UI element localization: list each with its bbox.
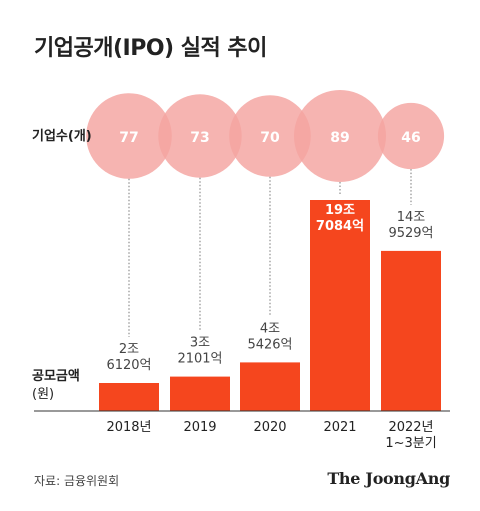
amount-label-billion: 9529억 <box>388 226 433 241</box>
x-tick-label: 2022년 <box>388 420 433 435</box>
amount-bar <box>381 250 441 411</box>
count-circle <box>229 95 311 177</box>
brand-logo: The JoongAng <box>327 469 450 488</box>
count-value: 77 <box>119 130 138 146</box>
amount-bar <box>240 362 300 411</box>
count-value: 70 <box>260 130 280 146</box>
amount-label-trillion: 2조 <box>119 342 139 357</box>
company-count-circles: 77 73 70 89 46 <box>86 90 445 182</box>
count-circle <box>377 102 445 170</box>
amount-bar <box>99 383 159 411</box>
x-tick-label: 1~3분기 <box>385 436 436 451</box>
count-circle <box>158 94 242 178</box>
x-tick-label: 2018년 <box>106 420 151 435</box>
amount-label-billion: 2101억 <box>177 352 222 367</box>
amount-bar <box>170 376 230 411</box>
amount-unit-label: (원) <box>32 387 54 402</box>
amount-label-trillion: 14조 <box>397 210 426 225</box>
x-tick-label: 2019 <box>183 420 216 435</box>
amount-label-trillion: 19조 <box>325 203 355 218</box>
source-note: 자료: 금융위원회 <box>34 474 120 488</box>
amount-label-billion: 7084억 <box>316 219 364 234</box>
count-label: 기업수(개) <box>32 129 92 144</box>
amount-label-billion: 5426억 <box>247 337 292 352</box>
count-value: 73 <box>190 130 209 146</box>
count-circle <box>86 93 172 179</box>
amount-label-trillion: 4조 <box>260 321 280 336</box>
amount-bar <box>310 200 370 411</box>
amount-label-billion: 6120억 <box>106 358 151 373</box>
amount-label-trillion: 3조 <box>190 336 210 351</box>
chart-title: 기업공개(IPO) 실적 추이 <box>34 36 267 61</box>
x-tick-label: 2021 <box>323 420 356 435</box>
count-value: 89 <box>330 130 349 146</box>
count-circle <box>294 90 386 182</box>
guide-lines <box>128 169 412 337</box>
count-value: 46 <box>401 130 420 146</box>
amount-label: 공모금액 <box>32 369 80 384</box>
x-tick-label: 2020 <box>253 420 286 435</box>
